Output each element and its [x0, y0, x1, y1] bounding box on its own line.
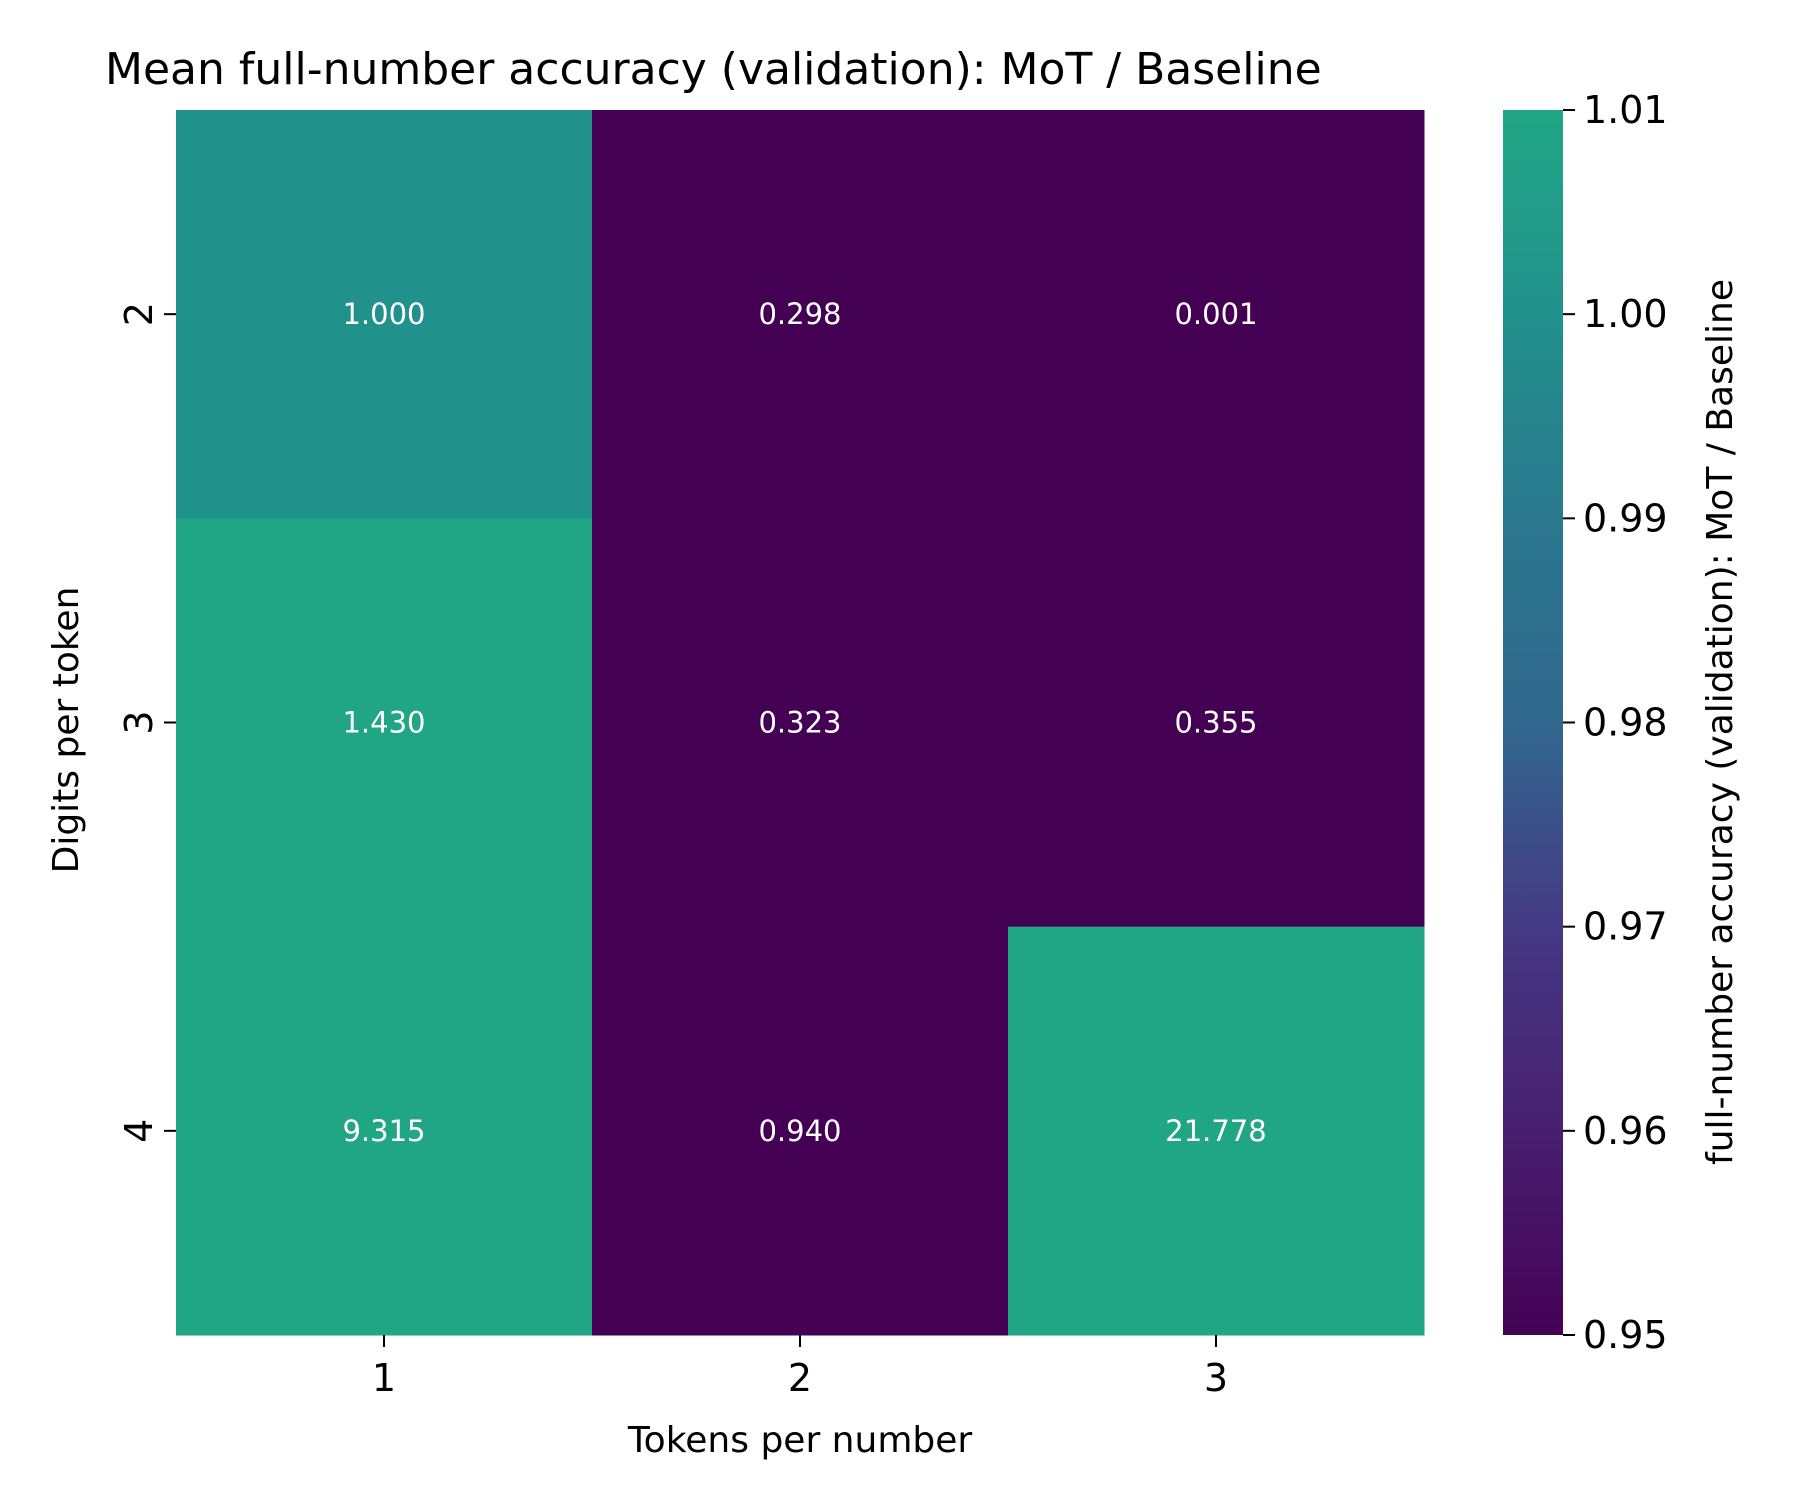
heatmap-cell-labels: 1.000 0.298 0.001 1.430 0.323 0.355 9.315 0.940… — [342, 297, 1266, 1148]
colorbar-ticks: 0.95 0.96 0.97 0.98 0.99 1.00 1.01 — [1563, 88, 1668, 1357]
colorbar-label: full-number accuracy (validation): MoT /… — [1700, 279, 1741, 1165]
y-tick-label-1: 3 — [117, 710, 161, 734]
heatmap-cells — [176, 110, 1425, 1336]
y-tick-label-2: 4 — [117, 1119, 161, 1143]
y-tick-label-0: 2 — [117, 302, 161, 326]
x-tick-label-0: 1 — [372, 1356, 396, 1400]
x-axis-label: Tokens per number — [627, 1420, 973, 1461]
heatmap-cell-r2-c1 — [592, 926, 1009, 1336]
colorbar-tick-label-3: 0.98 — [1583, 701, 1668, 745]
colorbar-tick-label-2: 0.97 — [1583, 905, 1668, 949]
x-tick-label-2: 3 — [1204, 1356, 1228, 1400]
cell-value-label-r2-c2: 21.778 — [1165, 1114, 1266, 1148]
cell-value-label-r0-c1: 0.298 — [758, 297, 841, 331]
cell-value-label-r2-c0: 9.315 — [342, 1114, 425, 1148]
colorbar-tick-label-4: 0.99 — [1583, 496, 1668, 540]
heatmap-cell-r0-c1 — [592, 110, 1009, 519]
colorbar-tick-label-1: 0.96 — [1583, 1109, 1668, 1153]
heatmap-cell-r2-c2 — [1008, 926, 1425, 1336]
heatmap-cell-r1-c0 — [176, 518, 593, 928]
heatmap-cell-r0-c2 — [1008, 110, 1425, 519]
colorbar-tick-label-0: 0.95 — [1583, 1313, 1668, 1357]
cell-value-label-r0-c0: 1.000 — [342, 297, 425, 331]
colorbar-tick-label-5: 1.00 — [1583, 292, 1668, 336]
x-tick-label-1: 2 — [788, 1356, 812, 1400]
chart-title: Mean full-number accuracy (validation): … — [105, 44, 1322, 95]
cell-value-label-r0-c2: 0.001 — [1174, 297, 1257, 331]
cell-value-label-r1-c2: 0.355 — [1174, 706, 1257, 740]
cell-value-label-r2-c1: 0.940 — [758, 1114, 841, 1148]
cell-value-label-r1-c1: 0.323 — [758, 706, 841, 740]
y-axis-label: Digits per token — [46, 587, 87, 874]
y-axis-ticks: 2 3 4 — [117, 302, 176, 1143]
heatmap-cell-r0-c0 — [176, 110, 593, 519]
colorbar-tick-label-6: 1.01 — [1583, 88, 1668, 132]
cell-value-label-r1-c0: 1.430 — [342, 706, 425, 740]
x-axis-ticks: 1 2 3 — [372, 1335, 1228, 1400]
heatmap-cell-r1-c1 — [592, 518, 1009, 928]
heatmap-cell-r2-c0 — [176, 926, 593, 1336]
colorbar — [1503, 110, 1563, 1335]
heatmap-cell-r1-c2 — [1008, 518, 1425, 928]
